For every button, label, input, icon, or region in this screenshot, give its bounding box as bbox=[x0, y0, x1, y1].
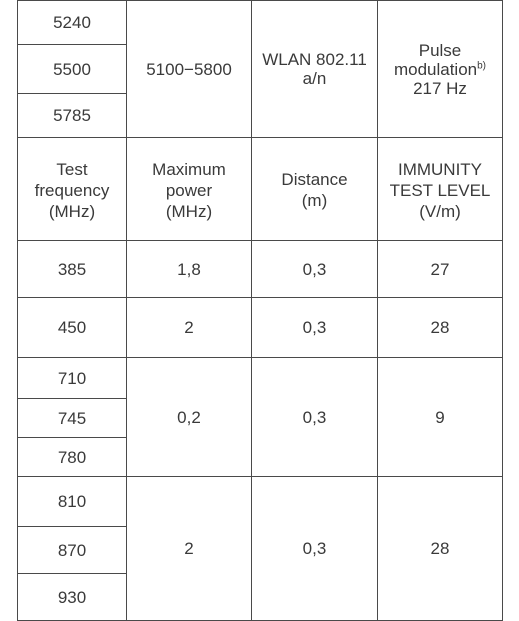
service-line: a/n bbox=[302, 69, 327, 88]
distance-cell: 0,3 bbox=[251, 476, 378, 621]
header-test-frequency: Test frequency (MHz) bbox=[17, 137, 127, 241]
frequency-cell: 780 bbox=[17, 437, 127, 477]
level-cell: 28 bbox=[377, 476, 503, 621]
header-line: Distance bbox=[281, 170, 348, 189]
frequency-cell: 5240 bbox=[17, 0, 127, 45]
frequency-cell: 385 bbox=[17, 240, 127, 298]
frequency-cell: 450 bbox=[17, 297, 127, 358]
header-line: Test bbox=[56, 159, 88, 179]
distance-cell: 0,3 bbox=[251, 357, 378, 477]
level-cell: 9 bbox=[377, 357, 503, 477]
level-cell: 28 bbox=[377, 297, 503, 358]
power-cell: 0,2 bbox=[126, 357, 252, 477]
distance-cell: 0,3 bbox=[251, 240, 378, 298]
table-row: 930 bbox=[17, 573, 503, 621]
header-line: frequency bbox=[34, 180, 110, 200]
header-immunity-test-level: IMMUNITY TEST LEVEL (V/m) bbox=[377, 137, 503, 241]
header-line: IMMUNITY bbox=[397, 159, 483, 179]
power-cell: 2 bbox=[126, 476, 252, 621]
header-line: TEST LEVEL bbox=[389, 180, 491, 200]
modulation-line: modulationb) bbox=[378, 60, 502, 79]
frequency-cell: 5785 bbox=[17, 93, 127, 138]
table-row: 5500 bbox=[17, 44, 503, 94]
table-row: 385 1,8 0,3 27 bbox=[17, 240, 503, 298]
table-header-row: Test frequency (MHz) Maximum power (MHz)… bbox=[17, 137, 503, 241]
table-row: 5240 5100−5800 WLAN 802.11 a/n Pulse mod… bbox=[17, 0, 503, 138]
header-line: (V/m) bbox=[419, 201, 461, 221]
immunity-test-table: 5240 5100−5800 WLAN 802.11 a/n Pulse mod… bbox=[17, 0, 503, 621]
table-row: 870 bbox=[17, 526, 503, 574]
header-maximum-power: Maximum power (MHz) bbox=[126, 137, 252, 241]
modulation-line: Pulse bbox=[418, 40, 462, 60]
header-line: (m) bbox=[301, 191, 328, 210]
frequency-cell: 745 bbox=[17, 398, 127, 438]
modulation-line: 217 Hz bbox=[413, 78, 467, 98]
footnote-marker: b) bbox=[477, 59, 487, 71]
table-row: 710 0,2 0,3 9 bbox=[17, 357, 503, 477]
power-cell: 1,8 bbox=[126, 240, 252, 298]
frequency-cell: 870 bbox=[17, 526, 127, 574]
header-distance: Distance (m) bbox=[251, 137, 378, 241]
modulation-cell: Pulse modulationb) 217 Hz bbox=[377, 0, 503, 138]
band-cell: 5100−5800 bbox=[126, 0, 252, 138]
frequency-cell: 5500 bbox=[17, 44, 127, 94]
service-line: WLAN 802.11 bbox=[262, 50, 367, 69]
header-line: (MHz) bbox=[48, 201, 96, 221]
header-line: (MHz) bbox=[165, 201, 213, 221]
frequency-cell: 710 bbox=[17, 357, 127, 399]
table-row: 450 2 0,3 28 bbox=[17, 297, 503, 358]
table-row: 5785 bbox=[17, 93, 503, 138]
header-line: power bbox=[165, 180, 213, 200]
table-row: 810 2 0,3 28 bbox=[17, 476, 503, 621]
distance-cell: 0,3 bbox=[251, 297, 378, 358]
table-row: 780 bbox=[17, 437, 503, 477]
service-cell: WLAN 802.11 a/n bbox=[251, 0, 378, 138]
level-cell: 27 bbox=[377, 240, 503, 298]
header-line: Maximum bbox=[152, 159, 226, 179]
frequency-cell: 930 bbox=[17, 573, 127, 621]
frequency-cell: 810 bbox=[17, 476, 127, 527]
modulation-label: modulation bbox=[393, 59, 478, 79]
power-cell: 2 bbox=[126, 297, 252, 358]
